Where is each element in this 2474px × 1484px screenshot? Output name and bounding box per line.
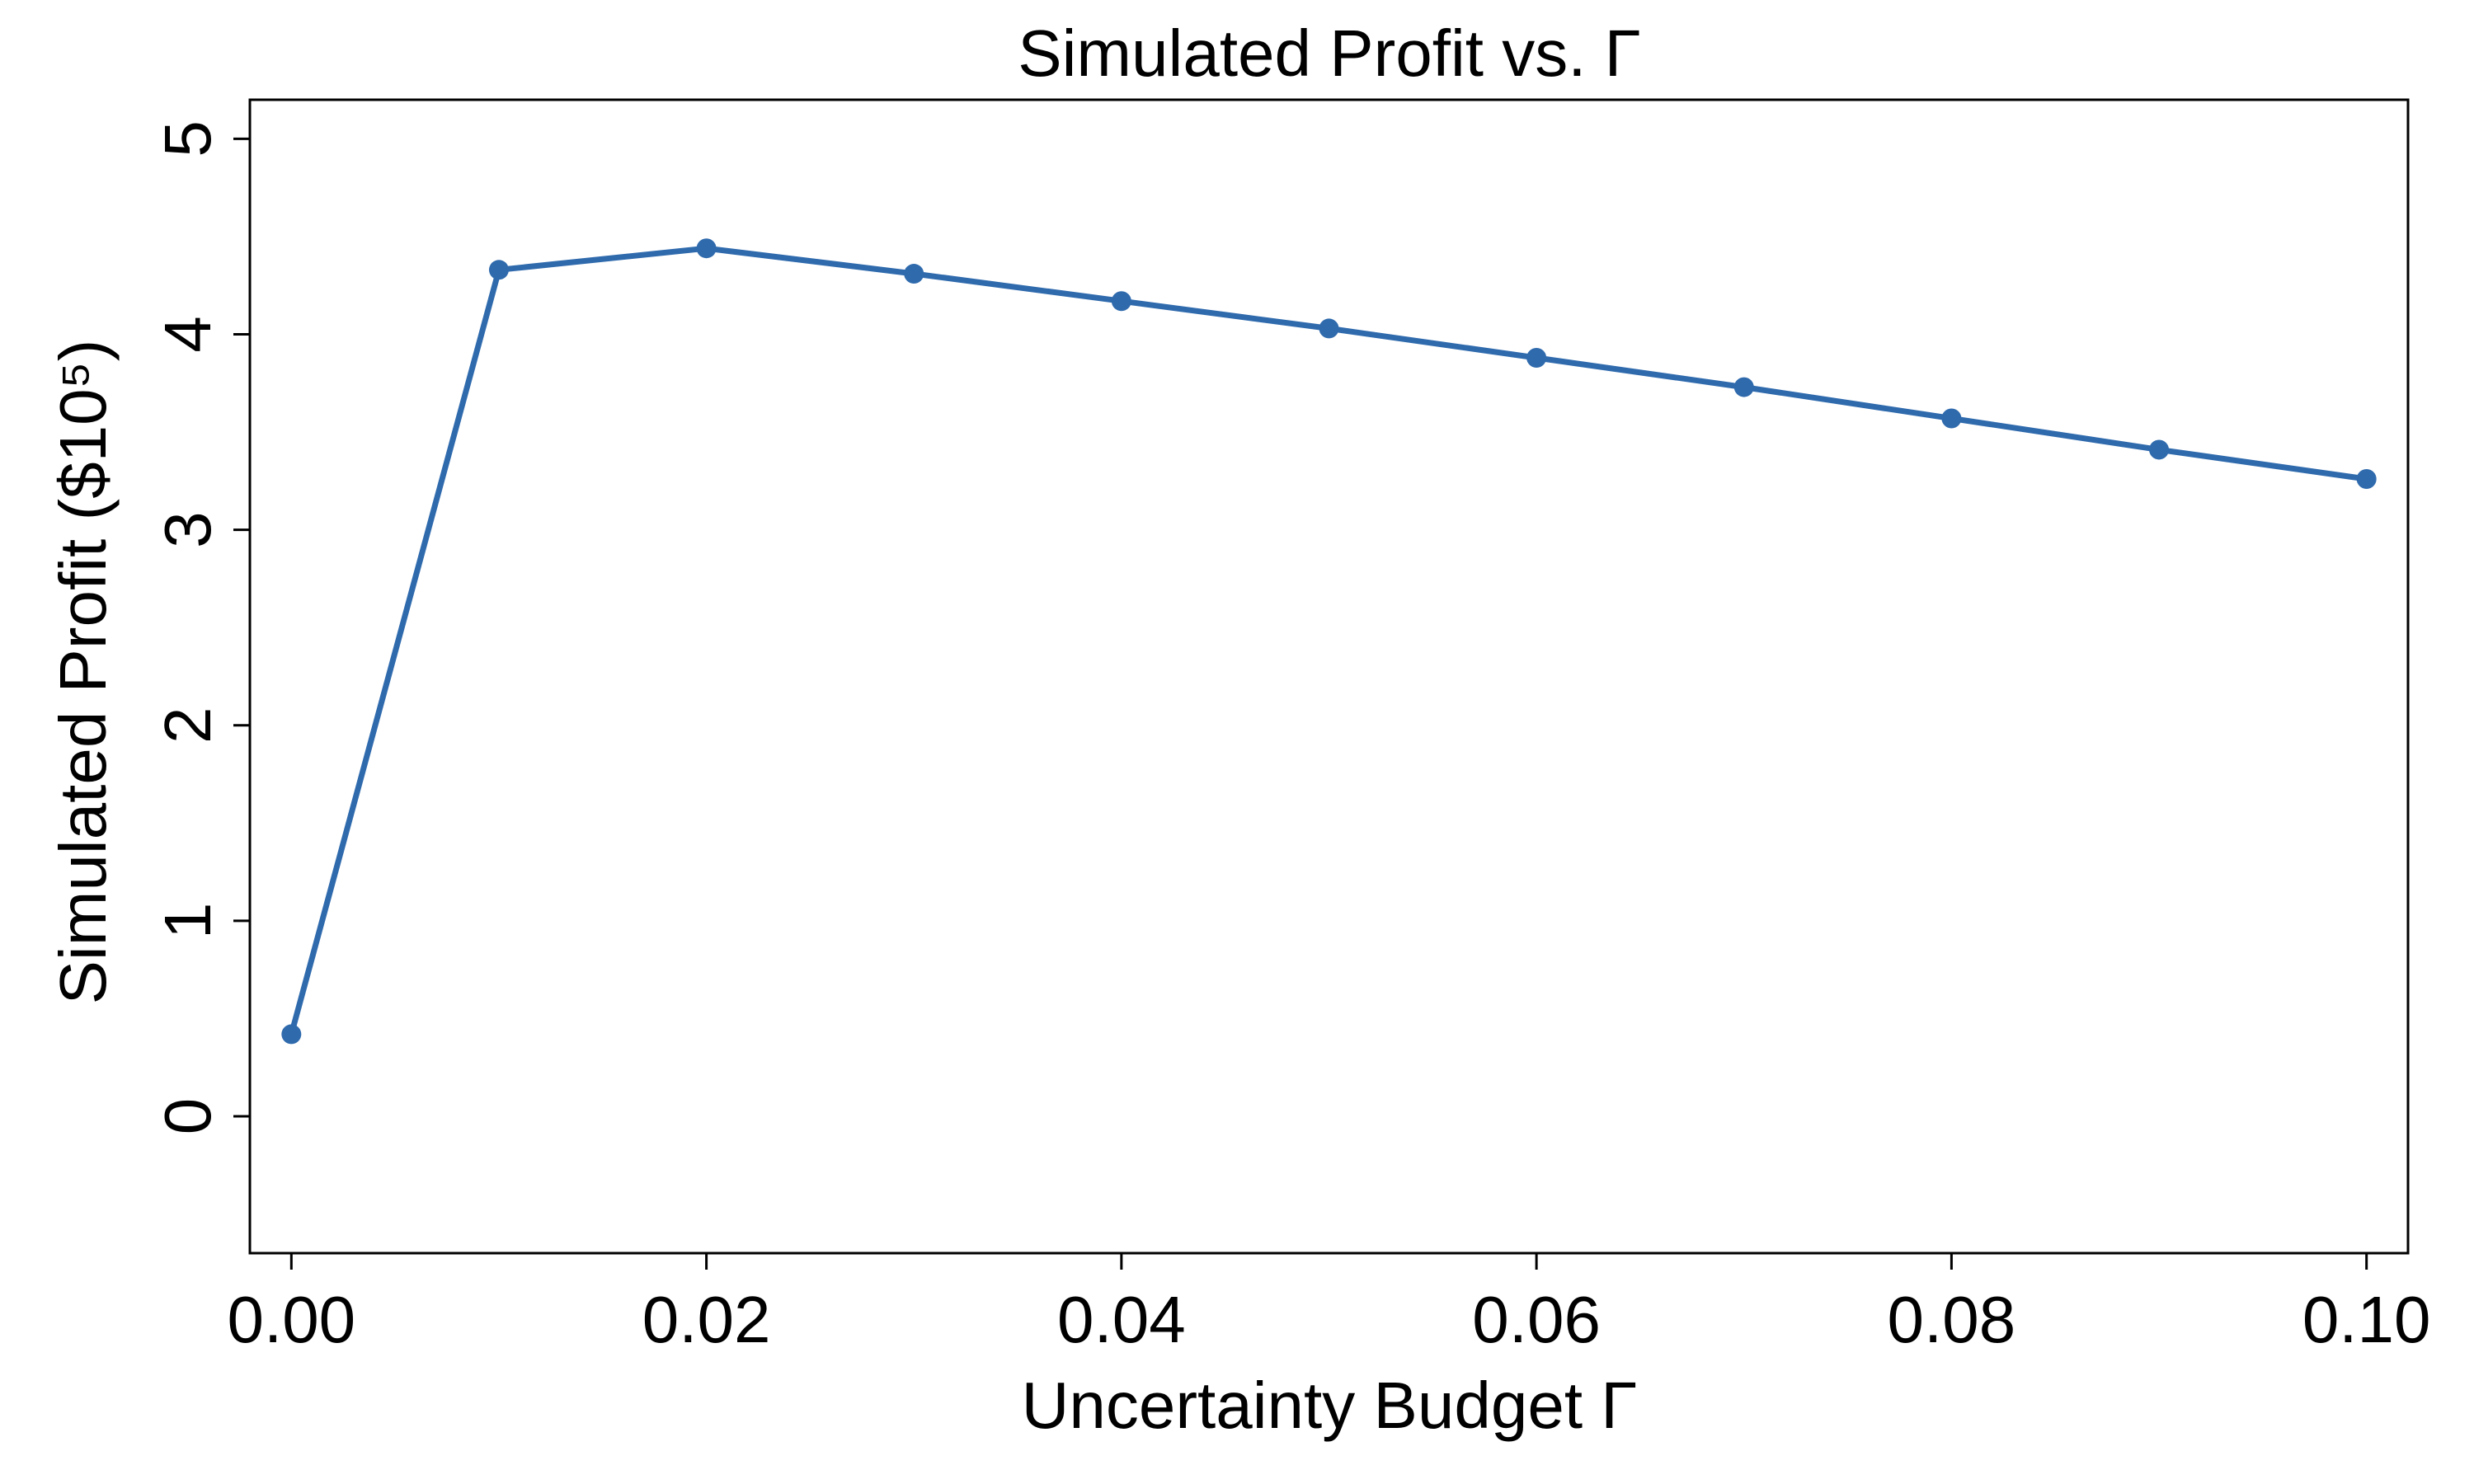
y-tick-label: 2: [151, 707, 224, 744]
data-point: [488, 260, 509, 280]
y-tick-label: 5: [151, 120, 224, 157]
data-point: [2356, 469, 2377, 490]
y-tick-label: 1: [151, 903, 224, 940]
y-axis-label-text: Simulated Profit ($10⁵): [46, 340, 120, 1005]
x-axis: 0.00 0.02 0.04 0.06 0.08 0.10: [227, 1252, 2431, 1356]
y-tick-label: 0: [151, 1098, 224, 1135]
data-point: [1319, 318, 1339, 339]
plot-area-frame: [248, 98, 2410, 1255]
data-point: [1733, 377, 1754, 397]
y-axis: 0 1 2 3 4 5: [151, 120, 252, 1135]
data-point: [904, 264, 924, 284]
data-point: [1111, 291, 1131, 312]
chart-title: Simulated Profit vs. Γ: [1018, 16, 1640, 90]
x-tick-label: 0.04: [1057, 1283, 1186, 1356]
y-tick-label: 4: [151, 316, 224, 353]
x-tick-label: 0.00: [227, 1283, 355, 1356]
y-tick-label: 3: [151, 511, 224, 548]
data-point: [1526, 347, 1547, 368]
x-tick-label: 0.10: [2302, 1283, 2431, 1356]
series-line: [288, 245, 2370, 1037]
data-point: [696, 238, 717, 259]
x-axis-label: Uncertainty Budget Γ: [1022, 1369, 1638, 1442]
series-layer: [281, 238, 2377, 1045]
x-tick-label: 0.02: [642, 1283, 771, 1356]
x-tick-label: 0.08: [1888, 1283, 2016, 1356]
chart-title-text: Simulated Profit vs. Γ: [1018, 16, 1640, 90]
y-axis-label: Simulated Profit ($10⁵): [46, 340, 120, 1005]
x-tick-label: 0.06: [1472, 1283, 1601, 1356]
data-point: [281, 1024, 302, 1045]
data-point: [2149, 439, 2170, 460]
x-axis-label-text: Uncertainty Budget Γ: [1022, 1369, 1638, 1442]
data-point: [1941, 408, 1962, 429]
